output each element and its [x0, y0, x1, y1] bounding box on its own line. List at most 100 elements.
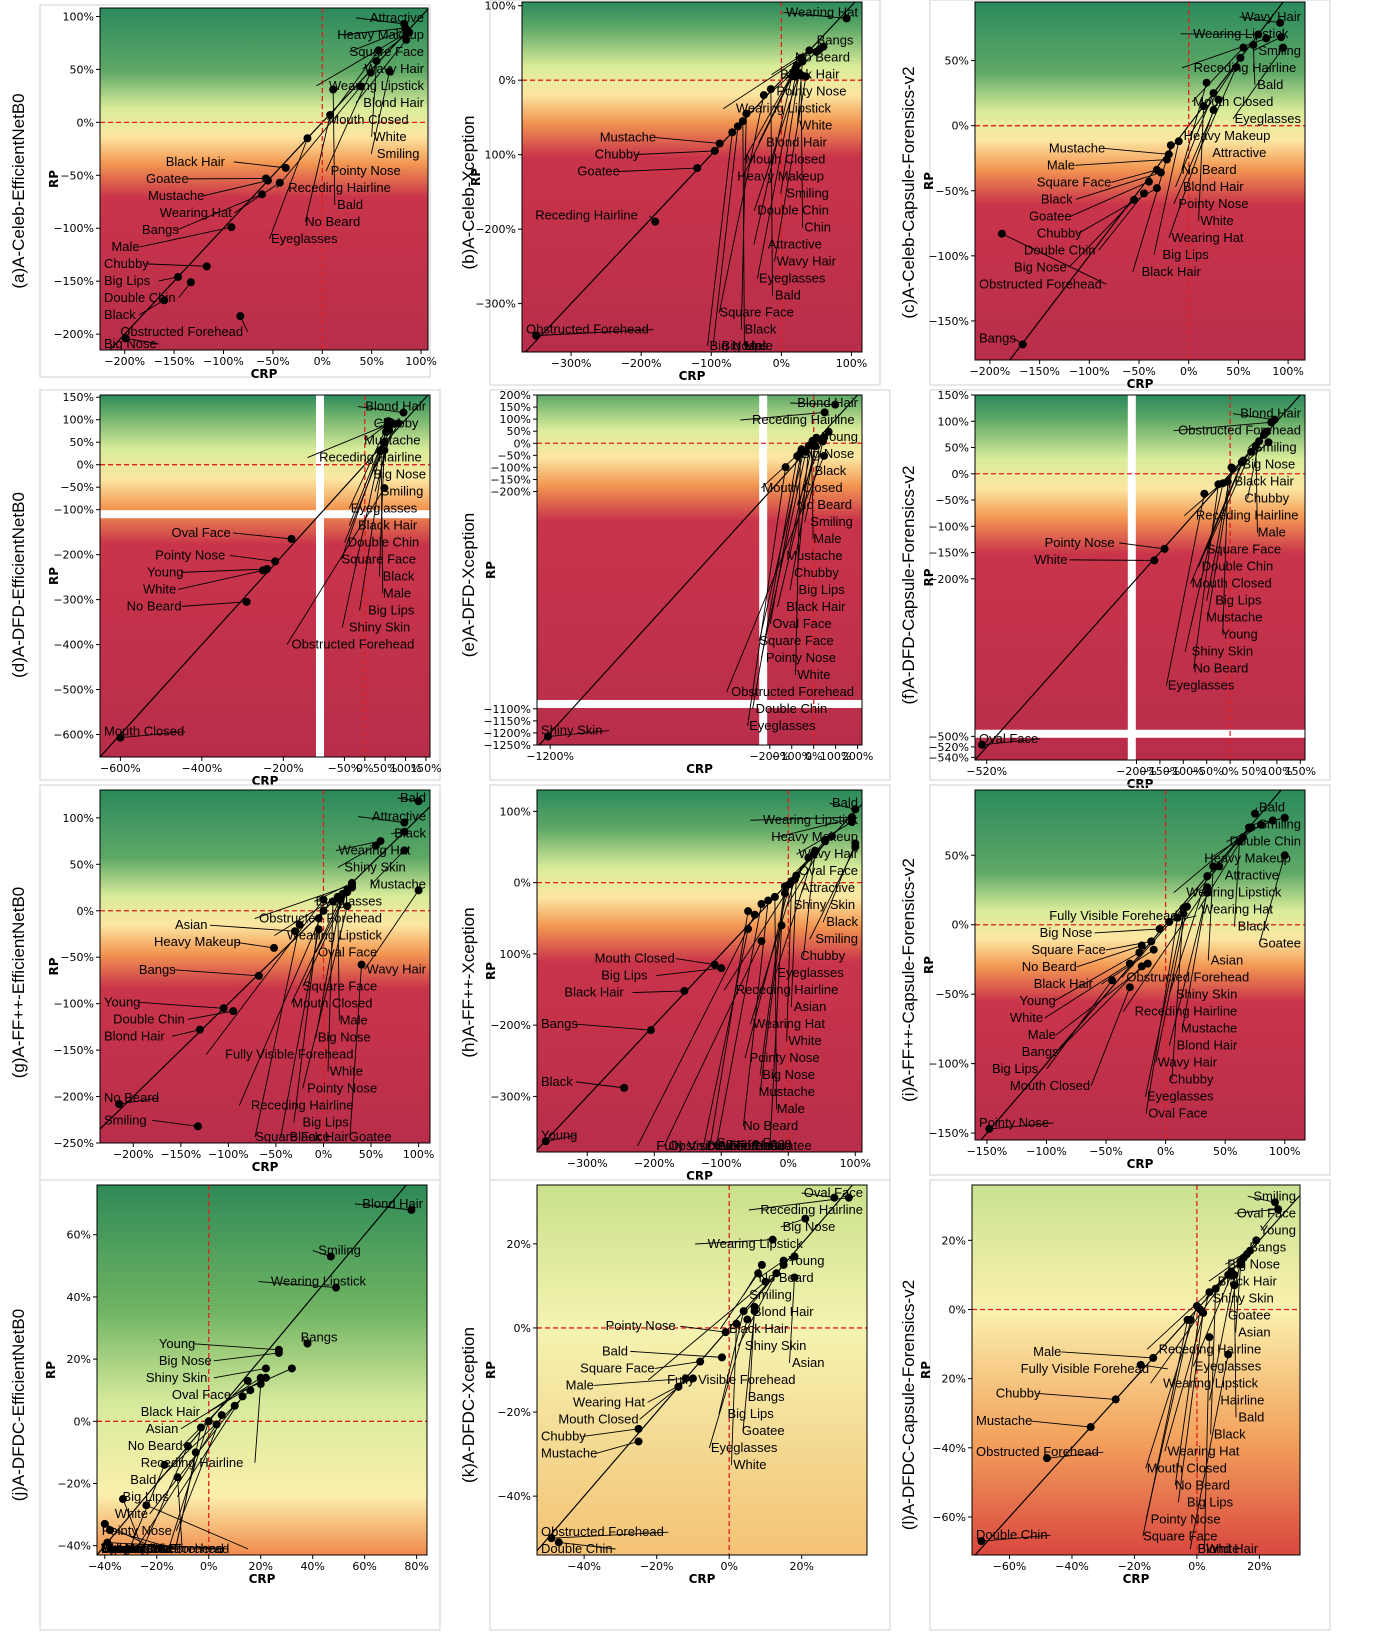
point-double-chin-leader — [752, 455, 798, 710]
point-wearing-hat-label: Wearing Hat — [753, 1016, 825, 1031]
point-attractive-label: Attractive — [372, 809, 426, 824]
point-square-face — [196, 1423, 205, 1432]
y-tick-label: −50% — [935, 988, 969, 1001]
point-oval-face — [830, 1193, 839, 1202]
point-blond-hair-label: Blond Hair — [362, 1196, 423, 1211]
point-mouth-closed-label: Mouth Closed — [745, 152, 825, 167]
point-pointy-nose — [721, 1328, 730, 1337]
point-double-chin — [1139, 189, 1148, 198]
point-eyeglasses-leader — [747, 467, 787, 727]
point-bald-label: Bald — [1238, 1409, 1264, 1424]
point-blond-hair — [407, 1205, 416, 1214]
point-goatee-label: Goatee — [1029, 208, 1072, 223]
chart-a: −200% −150% −100% −50% 0% 50% 100% −200% −150% −1… — [9, 4, 437, 381]
point-wearing-hat — [191, 1448, 200, 1457]
point-white-label: White — [733, 1457, 766, 1472]
point-receding-hairline-leader — [1146, 1271, 1232, 1350]
axis-break-vertical — [1127, 395, 1136, 760]
y-tick-label: −1250% — [483, 739, 531, 752]
x-tick-label: −200% — [113, 1148, 154, 1161]
point-smiling-leader — [1252, 36, 1282, 52]
point-mustache — [400, 846, 409, 855]
point-big-nose — [801, 1214, 810, 1223]
point-big-lips-label: Big Lips — [368, 603, 415, 618]
point-no-beard-leader — [796, 440, 823, 506]
x-tick-label: −300% — [551, 357, 592, 370]
x-tick-label: −520% — [966, 765, 1007, 778]
point-smiling-label: Smiling — [810, 514, 853, 529]
point-obstructed-forehead-leader — [726, 455, 825, 693]
x-axis-title: CRP — [1127, 377, 1154, 391]
point-bald-label: Bald — [130, 1472, 156, 1487]
point-double-chin-label: Double Chin — [104, 290, 176, 305]
x-tick-label: −100% — [1163, 765, 1204, 778]
point-obstructed-forehead-leader — [107, 1542, 229, 1550]
point-attractive-label: Attractive — [768, 237, 822, 252]
point-wavy-hair-label: Wavy Hair — [1242, 9, 1302, 24]
point-shiny-skin — [376, 447, 385, 456]
x-tick-label: −200% — [104, 355, 145, 368]
y-tick-label: 0% — [949, 1303, 966, 1316]
point-mustache-label: Mustache — [759, 1084, 815, 1099]
x-tick-label: 50% — [1213, 1145, 1237, 1158]
point-fully-visible-forehead-label: Fully Visible Forehead — [225, 1047, 353, 1062]
point-obstructed-forehead-leader — [663, 940, 762, 1147]
point-goatee — [357, 960, 366, 969]
point-mustache — [634, 1437, 643, 1446]
point-eyeglasses-leader — [1145, 913, 1184, 1097]
point-wearing-lipstick — [768, 1235, 777, 1244]
x-tick-label: −200% — [263, 762, 304, 775]
point-black-label: Black — [745, 322, 777, 337]
point-square-face — [759, 91, 768, 100]
point-black — [620, 1083, 629, 1092]
point-double-chin-label: Double Chin — [348, 535, 420, 550]
y-tick-label: 100% — [485, 0, 516, 13]
point-receding-hairline — [319, 906, 328, 915]
point-oval-face-label: Oval Face — [1237, 1205, 1296, 1220]
point-white — [1205, 1333, 1214, 1342]
panel-frame-j — [39, 1179, 441, 1631]
y-tick-label: 100% — [500, 413, 531, 426]
x-tick-label: 100% — [403, 1148, 434, 1161]
point-bangs — [303, 1339, 312, 1348]
point-mustache-leader — [202, 180, 269, 197]
point-wearing-lipstick — [1247, 823, 1256, 832]
point-asian — [1236, 1260, 1245, 1269]
point-double-chin-leader — [1198, 460, 1244, 567]
point-black — [400, 827, 409, 836]
point-wearing-hat-label: Wearing Hat — [1172, 230, 1244, 245]
point-square-face-leader — [716, 903, 762, 1144]
point-wearing-hat-label: Wearing Hat — [1201, 902, 1273, 917]
y-tick-label: 50% — [945, 442, 969, 455]
point-obstructed-forehead-label: Obstructed Forehead — [541, 1524, 664, 1539]
point-chubby-leader — [1171, 908, 1184, 1080]
point-mouth-closed — [1237, 458, 1246, 467]
point-big-nose-label: Big Nose — [373, 467, 426, 482]
point-goatee-label: Goatee — [769, 1138, 812, 1153]
point-mouth-closed — [116, 733, 125, 742]
point-blond-hair — [195, 1025, 204, 1034]
x-tick-label: −20% — [1118, 1560, 1152, 1573]
chart-e: −1200% −200%−100%0%100%200%−1250%−1200%−1… — [459, 389, 891, 781]
point-bald-label: Bald — [1259, 800, 1285, 815]
y-tick-label: −100% — [490, 461, 531, 474]
point-blond-hair — [402, 35, 411, 44]
point-pointy-nose-label: Pointy Nose — [307, 1081, 377, 1096]
point-black-leader — [575, 1081, 625, 1089]
x-tick-label: 20% — [789, 1560, 813, 1573]
point-eyeglasses-leader — [1232, 47, 1284, 120]
chart-h: −300% −200% −100% 0% 100% −300% −200% 100% 0% 100… — [459, 784, 891, 1183]
axis-break-vertical — [759, 395, 768, 745]
point-no-beard-label: No Beard — [1193, 661, 1248, 676]
y-tick-label: −40% — [497, 1490, 531, 1503]
point-double-chin-leader — [187, 1010, 234, 1020]
y-axis-title: RP — [47, 567, 61, 585]
point-big-lips-leader — [789, 446, 816, 591]
point-eyeglasses-leader — [1192, 1274, 1232, 1367]
point-chubby-label: Chubby — [996, 1385, 1041, 1400]
point-obstructed-forehead-label: Obstructed Forehead — [120, 324, 243, 339]
panel-title: (e)A-DFD-Xception — [459, 513, 478, 658]
x-tick-label: −40% — [567, 1560, 601, 1573]
point-goatee-label: Goatee — [101, 1541, 144, 1556]
point-square-face-leader — [718, 94, 765, 313]
